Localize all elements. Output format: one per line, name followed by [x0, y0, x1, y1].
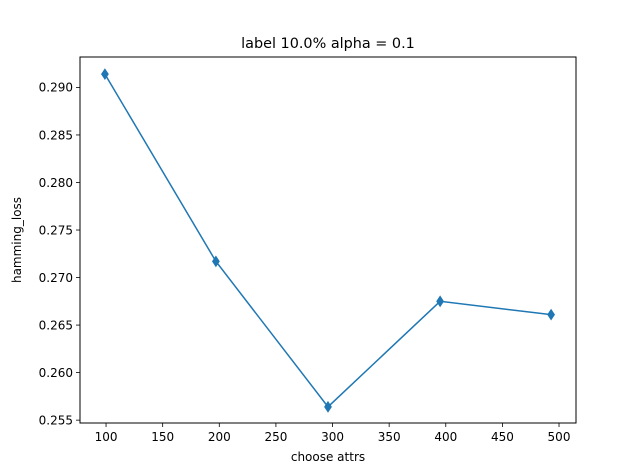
x-tick-label: 250 [264, 430, 287, 444]
x-tick-label: 400 [434, 430, 457, 444]
data-point-marker [547, 308, 555, 321]
y-tick-label: 0.285 [39, 128, 73, 142]
data-point-marker [324, 400, 332, 413]
x-tick-label: 300 [321, 430, 344, 444]
y-tick-label: 0.255 [39, 413, 73, 427]
plot-frame [79, 56, 577, 424]
y-axis-label: hamming_loss [10, 197, 24, 283]
series-hamming-loss [101, 68, 555, 413]
x-tick-label: 100 [95, 430, 118, 444]
x-tick-label: 450 [491, 430, 514, 444]
y-tick-label: 0.275 [39, 223, 73, 237]
y-tick-label: 0.270 [39, 271, 73, 285]
x-tick-label: 500 [548, 430, 571, 444]
y-tick-label: 0.280 [39, 176, 73, 190]
data-point-marker [211, 255, 220, 268]
x-axis-ticks: 100 150 200 250 300 350 400 450 500 [95, 423, 571, 444]
x-tick-label: 200 [208, 430, 231, 444]
y-tick-label: 0.265 [39, 318, 73, 332]
chart-title: label 10.0% alpha = 0.1 [241, 36, 415, 52]
x-tick-label: 350 [378, 430, 401, 444]
y-tick-label: 0.260 [39, 366, 73, 380]
data-point-marker [436, 295, 445, 308]
x-axis-label: choose attrs [291, 450, 365, 464]
data-point-marker [101, 68, 109, 81]
x-tick-label: 150 [151, 430, 174, 444]
y-axis-ticks: 0.255 0.260 0.265 0.270 0.275 0.280 0.285 0.290 [39, 81, 80, 427]
y-tick-label: 0.290 [39, 81, 73, 95]
